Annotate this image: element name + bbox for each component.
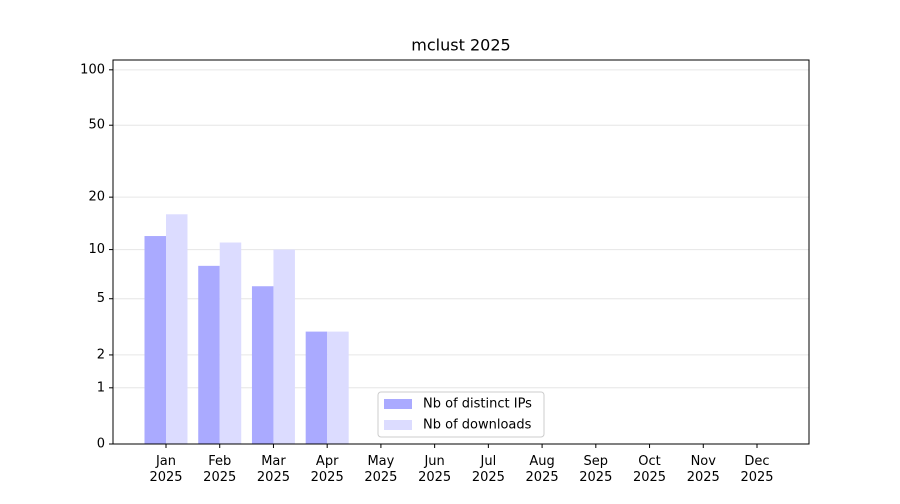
bar — [166, 214, 188, 444]
x-tick-label: Dec 2025 — [740, 454, 773, 485]
x-tick-label: Jul 2025 — [472, 454, 505, 485]
plot-frame — [112, 59, 810, 445]
x-tick-label: Feb 2025 — [203, 454, 236, 485]
y-tick-label: 5 — [97, 291, 105, 306]
bar — [273, 249, 295, 444]
x-tick-label: Jun 2025 — [418, 454, 451, 485]
bar — [198, 265, 220, 444]
y-tick-label: 20 — [88, 190, 105, 205]
bar — [144, 236, 166, 444]
bar — [219, 242, 242, 444]
y-tick-label: 10 — [88, 242, 105, 257]
legend-box — [377, 391, 545, 438]
y-tick-label: 100 — [80, 62, 105, 77]
chart-title: mclust 2025 — [411, 36, 510, 55]
x-tick-label: Mar 2025 — [257, 454, 290, 485]
legend-label: Nb of downloads — [423, 418, 532, 433]
y-tick-label: 0 — [97, 437, 105, 452]
y-tick-label: 2 — [97, 347, 105, 362]
x-tick-label: Nov 2025 — [687, 454, 720, 485]
y-tick-label: 50 — [88, 118, 105, 133]
legend-swatch — [384, 399, 412, 409]
bar — [251, 286, 274, 444]
legend-swatch — [384, 420, 412, 430]
y-tick-label: 1 — [97, 380, 105, 395]
legend-label: Nb of distinct IPs — [423, 397, 532, 412]
x-tick-label: Oct 2025 — [633, 454, 666, 485]
x-tick-label: Sep 2025 — [579, 454, 612, 485]
bar — [305, 331, 328, 444]
x-tick-label: Jan 2025 — [149, 454, 182, 485]
bar — [327, 331, 349, 444]
x-tick-label: Apr 2025 — [311, 454, 344, 485]
x-tick-label: May 2025 — [364, 454, 397, 485]
x-tick-label: Aug 2025 — [526, 454, 559, 485]
